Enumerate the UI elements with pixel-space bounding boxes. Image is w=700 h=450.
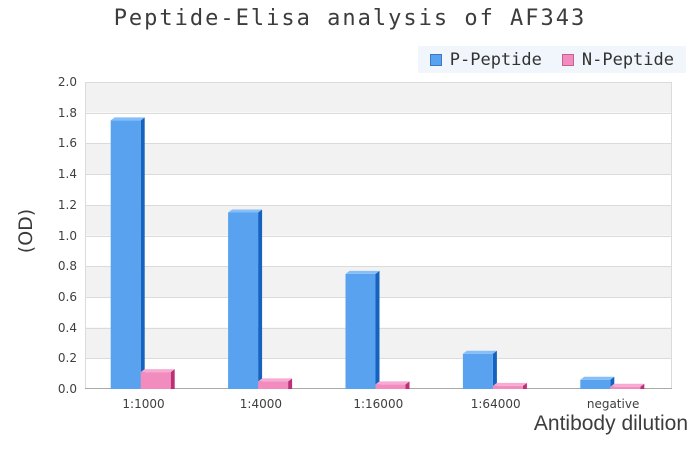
- bar-p-peptide-1:16000-top: [345, 270, 380, 274]
- bar-p-peptide-1:64000-face: [462, 353, 493, 389]
- bar-p-peptide-negative-face: [580, 379, 611, 389]
- bar-p-peptide-1:1000-side: [140, 117, 145, 389]
- y-tick-label: 1.4: [57, 167, 77, 182]
- n-peptide-swatch-icon: [561, 53, 574, 66]
- y-tick-label: 1.0: [57, 228, 77, 243]
- bar-n-peptide-negative-side: [640, 383, 645, 389]
- y-axis-title: (OD): [15, 208, 37, 254]
- legend-label-n-peptide: N-Peptide: [581, 49, 674, 70]
- legend-item-p-peptide: P-Peptide: [429, 49, 542, 70]
- bar-n-peptide-1:16000-side: [405, 381, 410, 389]
- bar-p-peptide-1:64000-side: [492, 350, 497, 389]
- y-tick-label: 0.4: [57, 320, 77, 335]
- bar-n-peptide-1:4000-top: [258, 378, 293, 382]
- bar-n-peptide-1:1000-face: [140, 372, 171, 389]
- bar-p-peptide-1:4000-top: [228, 209, 263, 213]
- bar-n-peptide-1:4000-side: [288, 378, 293, 389]
- bars-canvas: [85, 82, 672, 389]
- y-tick-label: 0.6: [57, 289, 77, 304]
- bar-n-peptide-1:64000-side: [522, 382, 527, 389]
- plot-area: [85, 82, 672, 389]
- y-tick-label: 0.2: [57, 351, 77, 366]
- bar-n-peptide-1:1000-top: [140, 369, 175, 373]
- legend-item-n-peptide: N-Peptide: [561, 49, 674, 70]
- bar-p-peptide-1:64000-top: [462, 350, 497, 354]
- bar-p-peptide-1:4000-side: [258, 209, 263, 389]
- x-tick-label: 1:4000: [239, 397, 282, 411]
- y-tick-label: 1.8: [57, 105, 77, 120]
- bar-p-peptide-1:4000-face: [228, 212, 259, 389]
- legend-label-p-peptide: P-Peptide: [449, 49, 542, 70]
- x-tick-label: 1:64000: [470, 397, 521, 411]
- x-tick-label: 1:16000: [353, 397, 404, 411]
- y-tick-label: 2.0: [57, 75, 77, 89]
- chart-title: Peptide-Elisa analysis of AF343: [113, 6, 587, 31]
- bar-n-peptide-1:64000-top: [492, 382, 527, 386]
- p-peptide-swatch-icon: [429, 53, 442, 66]
- y-tick-label: 0.0: [57, 382, 77, 396]
- legend: P-Peptide N-Peptide: [417, 46, 686, 73]
- bar-n-peptide-negative-top: [610, 383, 645, 387]
- bar-n-peptide-1:64000-face: [492, 385, 523, 389]
- y-tick-label: 1.2: [57, 197, 77, 212]
- y-tick-label: 1.6: [57, 136, 77, 151]
- x-tick-label: 1:1000: [122, 397, 165, 411]
- x-axis-title: Antibody dilution: [533, 412, 688, 435]
- bar-n-peptide-1:4000-face: [258, 381, 289, 389]
- x-tick-label: negative: [586, 397, 640, 411]
- bar-n-peptide-1:16000-top: [375, 381, 410, 385]
- bar-n-peptide-1:1000-side: [170, 369, 175, 389]
- bar-p-peptide-1:1000-face: [110, 120, 141, 389]
- bar-p-peptide-1:16000-face: [345, 273, 376, 389]
- bar-p-peptide-1:1000-top: [110, 117, 145, 121]
- y-tick-label: 0.8: [57, 259, 77, 274]
- bar-p-peptide-1:16000-side: [375, 270, 380, 389]
- bar-p-peptide-negative-top: [580, 376, 615, 380]
- bar-n-peptide-1:16000-face: [375, 384, 406, 389]
- bar-n-peptide-negative-face: [610, 386, 641, 389]
